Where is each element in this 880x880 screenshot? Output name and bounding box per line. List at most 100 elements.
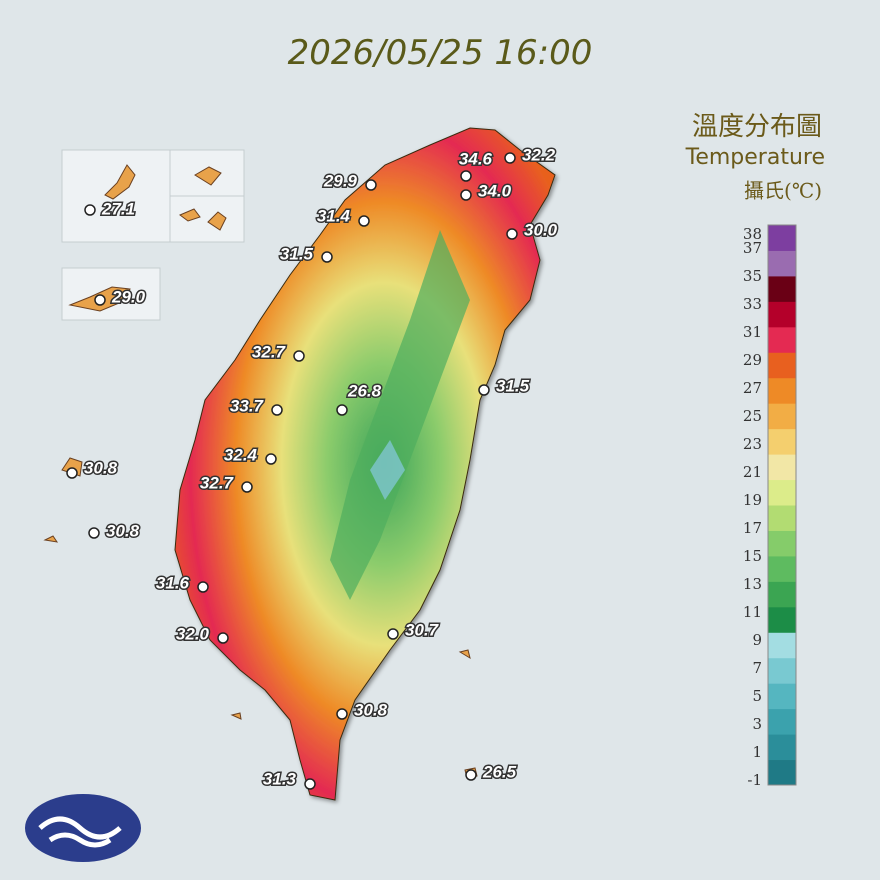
island <box>43 457 478 779</box>
station-dot <box>336 708 348 720</box>
station-dot <box>460 170 472 182</box>
legend-swatch <box>768 708 796 735</box>
station-temperature: 30.8 <box>354 700 388 719</box>
legend-unit: 攝氏(℃) <box>744 179 822 203</box>
station-temperature: 30.7 <box>405 620 440 639</box>
legend-tick-label: 35 <box>743 267 762 285</box>
legend-tick-label: 33 <box>743 295 762 313</box>
station-temperature: 29.9 <box>323 171 358 190</box>
station-temperature: 30.8 <box>106 521 140 540</box>
legend-tick-label: 3 <box>752 715 762 733</box>
stations: 27.129.030.830.829.931.431.534.6 32.234.0… <box>66 144 559 790</box>
legend-tick-label: 7 <box>752 659 762 677</box>
legend-swatch <box>768 428 796 455</box>
station-dot <box>66 467 78 479</box>
station-dot <box>293 350 305 362</box>
station-dot <box>336 404 348 416</box>
legend-tick-label: 27 <box>743 379 762 397</box>
legend-tick-label: -1 <box>747 771 762 789</box>
station-dot <box>197 581 209 593</box>
legend-swatch <box>768 250 796 277</box>
legend-subtitle: Temperature <box>685 145 825 170</box>
legend-frame <box>767 224 797 786</box>
station-dot <box>304 778 316 790</box>
station-temperature: 34.6 <box>459 149 493 168</box>
legend-swatch <box>768 632 796 659</box>
legend-tick-label: 11 <box>743 603 762 621</box>
station-temperature: 27.1 <box>101 199 135 218</box>
legend-title: 溫度分布圖 <box>692 112 822 142</box>
station-temperature: 31.3 <box>263 769 297 788</box>
legend-tick-label: 31 <box>743 323 762 341</box>
station-temperature: 32.7 <box>200 473 235 492</box>
legend-swatch <box>768 479 796 506</box>
legend-tick-label: 9 <box>752 631 762 649</box>
station-temperature: 26.8 <box>347 381 382 400</box>
station-dot <box>506 228 518 240</box>
legend-swatch <box>768 530 796 557</box>
station-temperature: 30.0 <box>524 220 558 239</box>
station-temperature: 34.0 <box>478 181 512 200</box>
station-temperature: 26.5 <box>482 762 517 781</box>
legend-tick-label: 1 <box>752 743 762 761</box>
station-dot <box>465 769 477 781</box>
legend-swatch <box>768 403 796 430</box>
legend-swatch <box>768 352 796 379</box>
mountain-zone <box>330 230 470 600</box>
station-temperature: 32.0 <box>176 624 210 643</box>
legend-tick-label: 13 <box>743 575 762 593</box>
legend-swatch <box>768 301 796 328</box>
legend-swatch <box>768 555 796 582</box>
station-dot <box>321 251 333 263</box>
legend-swatch <box>768 377 796 404</box>
station-temperature: 32.7 <box>252 342 287 361</box>
legend-tick-label: 19 <box>743 491 762 509</box>
station-temperature: 31.6 <box>156 573 190 592</box>
station-temperature: 31.5 <box>280 244 314 263</box>
legend-swatch <box>768 326 796 353</box>
logo-mark <box>38 816 122 848</box>
legend-tick-label: 23 <box>743 435 762 453</box>
legend-swatch <box>768 606 796 633</box>
station-dot <box>265 453 277 465</box>
legend-tick-label: 38 <box>743 225 762 243</box>
station-dot <box>460 189 472 201</box>
legend-tick-label: 37 <box>743 239 762 257</box>
legend-swatch <box>768 759 796 786</box>
station-dot <box>94 294 106 306</box>
legend-tick-label: 15 <box>743 547 762 565</box>
legend-tick-label: 29 <box>743 351 762 369</box>
station-dot <box>365 179 377 191</box>
station-temperature: 32.2 <box>522 145 556 164</box>
station-dot <box>217 632 229 644</box>
legend-tick-label: 21 <box>743 463 762 481</box>
legend-swatch <box>768 683 796 710</box>
legend-swatch <box>768 505 796 531</box>
cool-zone <box>370 440 405 500</box>
station-temperature: 31.4 <box>317 206 351 225</box>
legend-swatch <box>768 454 796 481</box>
legend-swatch <box>768 225 796 251</box>
legend-tick-label: 5 <box>752 687 762 705</box>
legend-swatch <box>768 581 796 608</box>
station-temperature: 30.8 <box>84 458 118 477</box>
station-dot <box>387 628 399 640</box>
station-dot <box>84 204 96 216</box>
station-temperature: 32.4 <box>224 445 258 464</box>
station-dot <box>241 481 253 493</box>
legend-swatch <box>768 275 796 302</box>
station-dot <box>504 152 516 164</box>
map-title: 2026/05/25 16:00 <box>288 33 593 73</box>
station-dot <box>88 527 100 539</box>
island <box>104 164 227 231</box>
legend-tick-label: 25 <box>743 407 762 425</box>
station-dot <box>358 215 370 227</box>
legend-tick-label: 17 <box>743 519 762 537</box>
station-dot <box>271 404 283 416</box>
legend-swatch <box>768 734 796 761</box>
station-dot <box>478 384 490 396</box>
station-temperature: 31.5 <box>496 376 530 395</box>
legend-swatch <box>768 657 796 684</box>
